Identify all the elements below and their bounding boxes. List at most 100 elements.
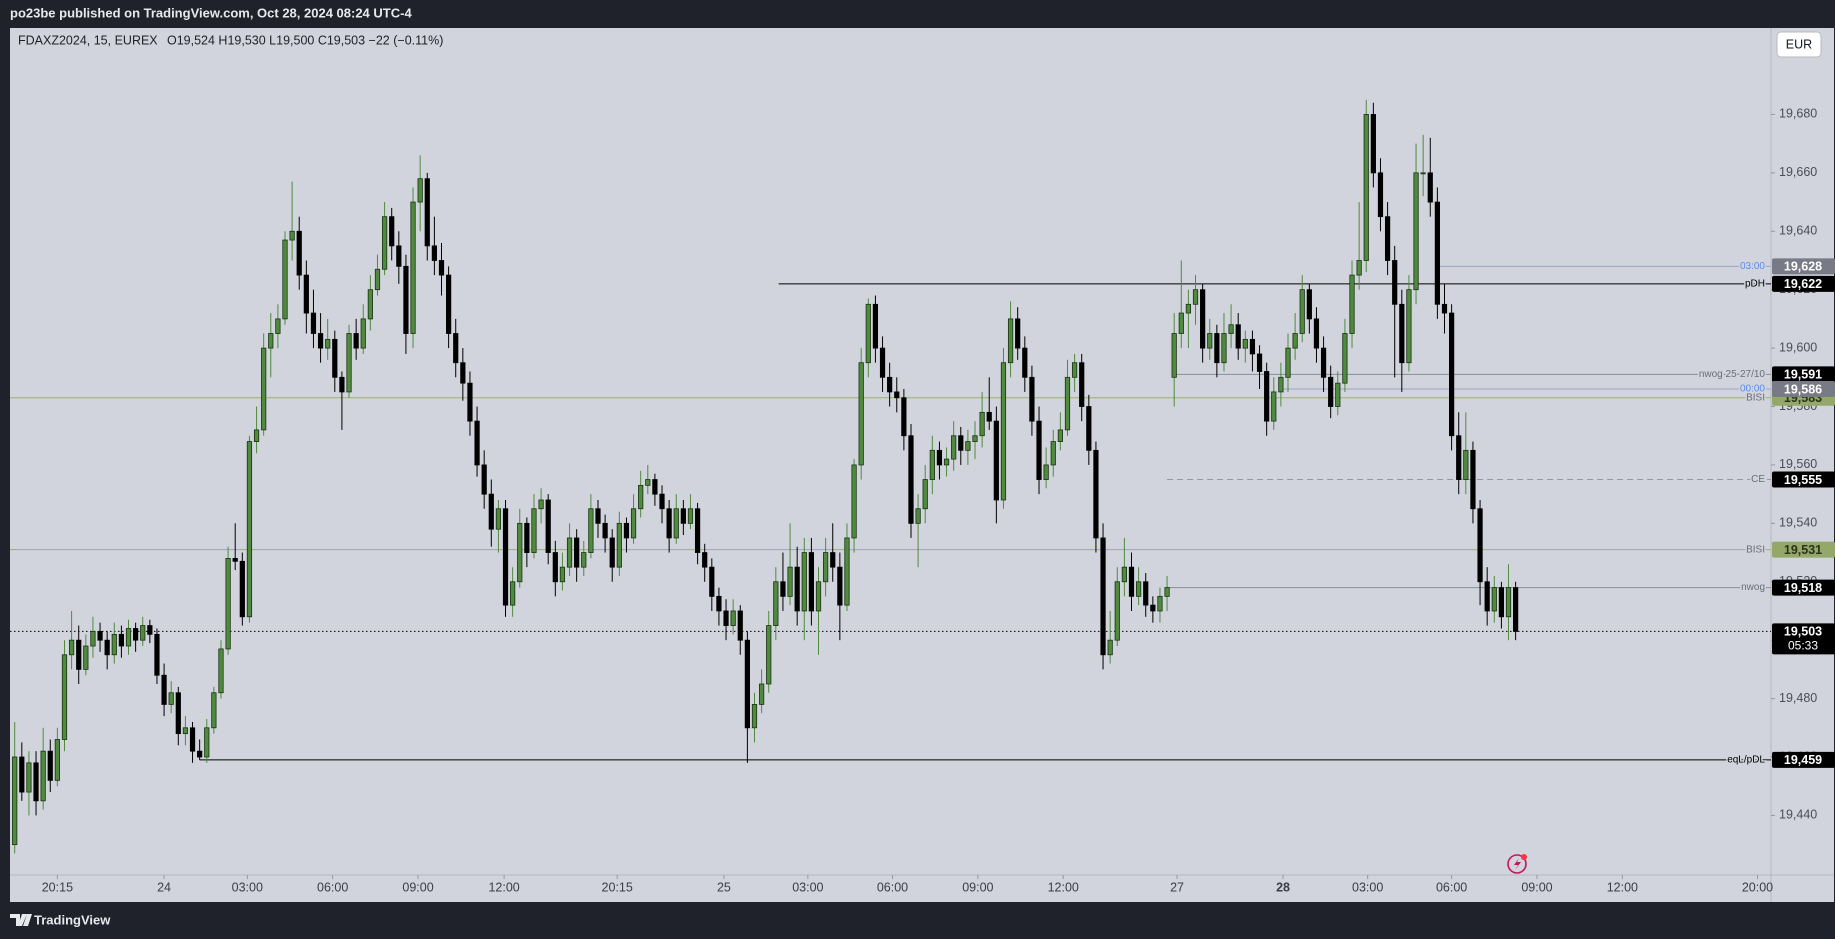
alert-ring[interactable]: [1507, 854, 1527, 874]
candle-body: [623, 522, 630, 539]
candle-body: [97, 631, 103, 641]
x-tick-label: 28: [1276, 880, 1290, 894]
candle-body: [737, 610, 743, 641]
candle-body: [1349, 274, 1355, 334]
candle-body: [1100, 537, 1106, 656]
candle-body: [1136, 581, 1142, 597]
last-price-badge: [1772, 623, 1835, 655]
candle-body: [1086, 406, 1092, 451]
candle-body: [325, 338, 331, 349]
x-tick-label: 24: [157, 880, 171, 894]
price-badge-label: 19,622: [1784, 277, 1822, 291]
candle-body: [758, 683, 765, 705]
candle-body: [26, 762, 32, 793]
candle-body: [709, 566, 715, 597]
candle-body: [1015, 318, 1021, 349]
alert-icon[interactable]: [1507, 854, 1527, 874]
candle-body: [424, 178, 430, 247]
candle-body: [1299, 289, 1305, 334]
candle-body: [1306, 289, 1312, 320]
price-badge-label: 19,518: [1784, 581, 1822, 595]
candle-body: [125, 628, 132, 647]
price-badge: [1772, 579, 1835, 596]
x-tick-label: 06:00: [1436, 880, 1467, 894]
candle-body: [965, 441, 971, 451]
candle-body: [823, 552, 829, 583]
candle-body: [211, 692, 217, 729]
price-badge: [1772, 471, 1835, 488]
price-badge-label: 19,459: [1784, 753, 1822, 767]
alert-bolt[interactable]: [1514, 858, 1521, 870]
level-name: BISI: [1746, 392, 1765, 403]
y-tick-label: 19,680: [1779, 107, 1817, 121]
candle-body: [1470, 449, 1476, 510]
candle-body: [922, 479, 928, 510]
candle-body: [1292, 333, 1298, 349]
candle-body: [780, 581, 786, 597]
candle-body: [1342, 333, 1348, 384]
candle-body: [1449, 312, 1455, 437]
candle-body: [773, 581, 779, 626]
y-tick-label: 19,540: [1779, 516, 1817, 530]
candle-body: [317, 333, 324, 349]
x-tick-label: 20:15: [42, 880, 73, 894]
x-tick-label: 12:00: [488, 880, 519, 894]
candle-body: [104, 639, 110, 656]
candle-body: [403, 265, 409, 334]
candle-body: [1214, 333, 1220, 364]
candle-body: [1413, 172, 1419, 291]
currency[interactable]: EUR: [1786, 37, 1812, 51]
candle-body: [609, 537, 615, 568]
candle-body: [1050, 441, 1056, 466]
logo-mark: [10, 914, 32, 926]
candle-body: [588, 508, 594, 553]
plot: [10, 99, 1771, 854]
candle-body: [901, 397, 907, 437]
candle-body: [844, 537, 850, 606]
candle-body: [1185, 303, 1192, 314]
candle-body: [602, 522, 608, 539]
alert-dot[interactable]: [1521, 854, 1527, 860]
price-badge-label: 19,586: [1784, 382, 1822, 396]
candle-body: [481, 464, 487, 495]
x-tick-label: 09:00: [402, 880, 433, 894]
candle-body: [716, 595, 722, 612]
candle-body: [1377, 172, 1384, 218]
candle-body: [1043, 464, 1049, 480]
candle-body: [808, 552, 815, 612]
candle-body: [197, 750, 203, 758]
candle-body: [1228, 324, 1234, 334]
candle-body: [723, 610, 729, 626]
candle-body: [1477, 508, 1483, 583]
candle-body: [1192, 289, 1199, 305]
candle-body: [61, 654, 68, 740]
candle-body: [751, 704, 758, 729]
candle-body: [1399, 303, 1405, 364]
candle-body: [154, 633, 160, 676]
candle-body: [730, 610, 736, 626]
candle-body: [147, 625, 153, 635]
currency-box[interactable]: [1776, 31, 1822, 58]
candle-body: [1178, 312, 1184, 334]
currency-button[interactable]: EUR: [1776, 31, 1822, 58]
candle-body: [687, 508, 694, 524]
candle-body: [381, 216, 388, 270]
candle-body: [915, 508, 921, 524]
candle-body: [446, 274, 452, 334]
candle-body: [1406, 289, 1412, 364]
price-badge: [1772, 380, 1835, 397]
candle-body: [1313, 318, 1320, 349]
x-tick-label: 03:00: [792, 880, 823, 894]
price-badge: [1772, 751, 1835, 768]
candle-body: [133, 628, 139, 641]
candle-body: [1107, 639, 1113, 656]
candle-body: [595, 508, 601, 524]
y-tick-label: 19,480: [1779, 691, 1817, 705]
x-tick-label: 09:00: [1521, 880, 1552, 894]
candle-body: [218, 648, 224, 694]
candle-body: [225, 557, 231, 650]
candle-body: [282, 239, 288, 320]
candle-body: [908, 435, 914, 524]
candle-body: [510, 581, 516, 606]
